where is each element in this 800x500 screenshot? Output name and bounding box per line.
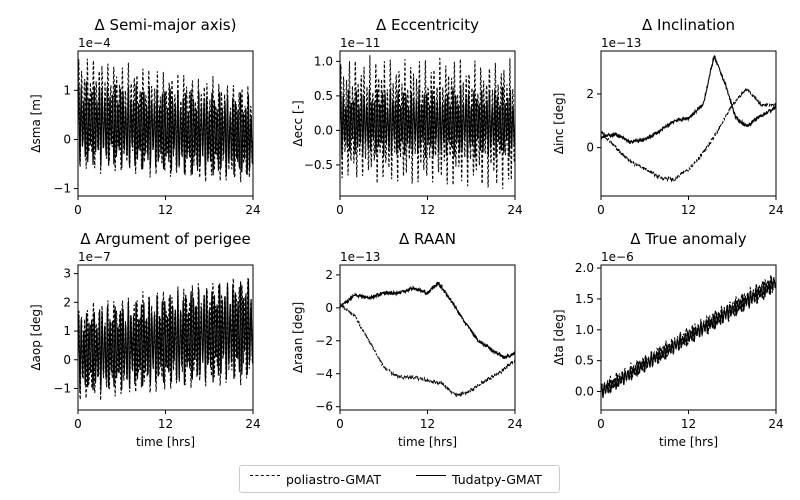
- axes-frame: [339, 264, 516, 411]
- y-tick-label: 1.5: [575, 292, 594, 306]
- legend-solid-swatch: [416, 475, 446, 476]
- y-tick-label: −6: [315, 400, 333, 414]
- y-tick-label: −1: [53, 381, 71, 395]
- x-tick-label: 24: [768, 203, 783, 217]
- series-poliastro-gmatline: [340, 303, 515, 398]
- axis-exponent-label: 1e−7: [78, 250, 111, 264]
- x-tick-label: 24: [507, 203, 522, 217]
- y-axis-label: Δecc [-]: [291, 100, 305, 146]
- x-tick-label: 0: [336, 417, 344, 431]
- x-axis-label: time [hrs]: [659, 435, 718, 449]
- plot-area: [340, 55, 515, 190]
- x-tick-label: 12: [681, 203, 696, 217]
- y-axis-label: Δaop [deg]: [29, 304, 43, 370]
- x-tick-label: 12: [158, 203, 173, 217]
- axis-exponent-label: 1e−4: [78, 36, 111, 50]
- y-tick-label: 2: [325, 268, 333, 282]
- legend-label-tudatpy: Tudatpy-GMAT: [452, 472, 542, 487]
- y-axis-label: Δraan [deg]: [291, 302, 305, 373]
- x-tick-label: 0: [336, 203, 344, 217]
- x-tick-label: 0: [74, 203, 82, 217]
- y-tick-label: 0: [325, 301, 333, 315]
- subplot-6: 0 12 24 2.0 1.5 1.0 0.5 0.0 1e−6 Δ True anomaly Δt…: [552, 230, 784, 449]
- subplot-title: Δ Argument of perigee: [80, 230, 251, 248]
- x-tick-label: 0: [597, 203, 605, 217]
- x-tick-label: 12: [420, 203, 435, 217]
- y-tick-label: −4: [315, 367, 333, 381]
- plot-area: [601, 54, 776, 183]
- y-tick-label: 0.0: [314, 123, 333, 137]
- x-tick-label: 12: [681, 417, 696, 431]
- subplot-title: Δ Semi-major axis): [95, 16, 237, 34]
- series-tudatpy-gmatline: [340, 86, 515, 159]
- subplot-5: 0 12 24 2 0 −2 −4 −6 1e−13 Δ RAAN Δraan [deg] time …: [291, 230, 523, 449]
- y-tick-label: 0.0: [575, 384, 594, 398]
- legend-dashed-swatch: [250, 475, 280, 476]
- subplot-title: Δ True anomaly: [630, 230, 747, 248]
- y-tick-label: 1.0: [314, 54, 333, 68]
- x-tick-label: 0: [74, 417, 82, 431]
- x-tick-label: 24: [245, 417, 260, 431]
- y-tick-label: 2.0: [575, 261, 594, 275]
- axis-exponent-label: 1e−13: [340, 250, 380, 264]
- legend: poliastro-GMAT Tudatpy-GMAT: [239, 465, 560, 493]
- plot-area: [601, 274, 776, 399]
- plot-area: [78, 278, 253, 401]
- y-tick-label: 1.0: [575, 323, 594, 337]
- y-axis-label: Δsma [m]: [29, 94, 43, 152]
- y-tick-label: 0.5: [314, 89, 333, 103]
- subplot-3: 0 12 24 2 0 1e−13Δ Inclination Δinc [deg]: [552, 16, 784, 217]
- series-tudatpy-gmatline: [78, 278, 253, 393]
- subplot-2: 0 12 24 1.0 0.5 0.0 −0.5 1e−11 Δ Eccentricity Δec…: [291, 16, 523, 217]
- y-tick-label: 1: [63, 324, 71, 338]
- subplot-4: 0 12 24 3 2 1 0 −1 1e−7 Δ Argument of perigee Δaop…: [29, 230, 261, 449]
- subplot-title: Δ RAAN: [399, 230, 456, 248]
- y-tick-label: −0.5: [304, 158, 333, 172]
- x-axis-label: time [hrs]: [136, 435, 195, 449]
- legend-label-poliastro: poliastro-GMAT: [286, 472, 382, 487]
- axis-exponent-label: 1e−13: [601, 36, 641, 50]
- y-tick-label: 2: [586, 87, 594, 101]
- y-tick-label: 3: [63, 267, 71, 281]
- x-tick-label: 24: [507, 417, 522, 431]
- y-tick-label: 1: [63, 83, 71, 97]
- y-tick-label: 0: [586, 141, 594, 155]
- plot-area: [78, 58, 253, 183]
- subplot-title: Δ Inclination: [642, 16, 735, 34]
- y-tick-label: −2: [315, 334, 333, 348]
- x-tick-label: 24: [245, 203, 260, 217]
- plot-area: [340, 281, 515, 398]
- series-tudatpy-gmatline: [601, 277, 776, 399]
- axis-exponent-label: 1e−6: [601, 250, 634, 264]
- series-poliastro-gmatline: [601, 87, 776, 183]
- y-tick-label: 0.5: [575, 354, 594, 368]
- x-tick-label: 24: [768, 417, 783, 431]
- series-tudatpy-gmatline: [340, 281, 515, 360]
- y-axis-label: Δta [deg]: [552, 309, 566, 365]
- subplot-title: Δ Eccentricity: [376, 16, 479, 34]
- x-tick-label: 12: [158, 417, 173, 431]
- y-tick-label: −1: [53, 182, 71, 196]
- axis-exponent-label: 1e−11: [340, 36, 380, 50]
- x-tick-label: 12: [420, 417, 435, 431]
- y-tick-label: 0: [63, 353, 71, 367]
- x-axis-label: time [hrs]: [398, 435, 457, 449]
- x-tick-label: 0: [597, 417, 605, 431]
- y-tick-label: 0: [63, 132, 71, 146]
- y-axis-label: Δinc [deg]: [552, 93, 566, 155]
- series-tudatpy-gmatline: [78, 81, 253, 176]
- y-tick-label: 2: [63, 295, 71, 309]
- series-tudatpy-gmatline: [601, 54, 776, 144]
